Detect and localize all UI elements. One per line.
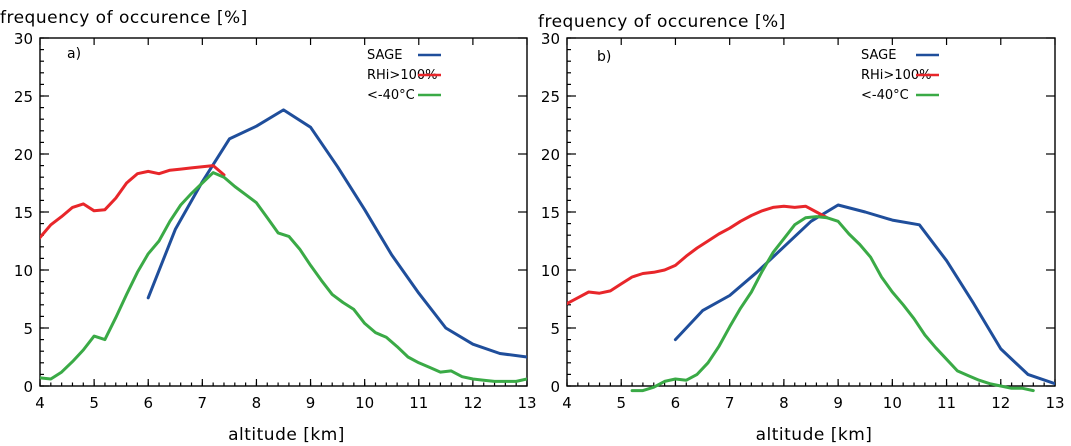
series-line-rhi-100- [40, 164, 226, 239]
x-tick-label: 4 [562, 394, 572, 412]
x-tick-label: 5 [89, 394, 99, 412]
x-tick-label: 11 [409, 394, 428, 412]
x-tick-label: 7 [725, 394, 735, 412]
x-axis-title: altitude [km] [756, 425, 873, 445]
x-tick-label: 8 [252, 394, 262, 412]
panel-a: 4 5 6 7 8 9 10 11 12 13 0 5 10 15 20 25 30 frequency of o… [0, 8, 537, 445]
legend-label: SAGE [367, 48, 402, 63]
y-tick-label: 25 [541, 88, 560, 106]
y-tick-label: 20 [541, 146, 560, 164]
x-tick-label: 7 [198, 394, 208, 412]
x-tick-label: 8 [779, 394, 789, 412]
y-tick-label: 10 [541, 262, 560, 280]
legend-label: <-40°C [861, 88, 909, 103]
y-tick-label: 0 [23, 378, 33, 396]
x-axis-title: altitude [km] [228, 425, 345, 445]
y-tick-label: 30 [541, 30, 560, 48]
x-tick-label: 10 [883, 394, 902, 412]
series-line--40-c [40, 171, 527, 383]
x-tick-label: 10 [355, 394, 374, 412]
x-tick-label: 9 [306, 394, 316, 412]
y-tick-label: 0 [550, 378, 560, 396]
x-tick-label: 6 [671, 394, 681, 412]
legend-label: RHi>100% [861, 68, 931, 83]
y-tick-label: 25 [14, 88, 33, 106]
y-tick-label: 5 [23, 320, 33, 338]
x-tick-label: 5 [616, 394, 626, 412]
x-tick-label: 11 [937, 394, 956, 412]
x-tick-label: 9 [833, 394, 843, 412]
y-tick-label: 15 [541, 204, 560, 222]
x-tick-label: 6 [143, 394, 153, 412]
x-tick-label: 13 [1045, 394, 1064, 412]
y-tick-label: 15 [14, 204, 33, 222]
series-line-rhi-100- [567, 204, 829, 306]
plot-frame [566, 37, 1056, 387]
y-axis-title: frequency of occurence [%] [0, 8, 248, 28]
series-line--40-c [630, 215, 1035, 393]
x-tick-label: 12 [991, 394, 1010, 412]
legend-label: <-40°C [367, 88, 415, 103]
y-tick-label: 10 [14, 262, 33, 280]
x-tick-label: 13 [517, 394, 536, 412]
y-tick-label: 5 [550, 320, 560, 338]
y-axis-title: frequency of occurence [%] [538, 12, 786, 32]
series-line-sage [673, 203, 1055, 386]
legend-label: RHi>100% [367, 68, 437, 83]
panel-label: a) [67, 46, 81, 62]
legend-label: SAGE [861, 48, 896, 63]
panel-label: b) [597, 49, 611, 65]
y-tick-label: 20 [14, 146, 33, 164]
series-line-sage [146, 108, 527, 359]
y-tick-label: 30 [14, 30, 33, 48]
x-tick-label: 12 [463, 394, 482, 412]
x-tick-label: 4 [35, 394, 45, 412]
